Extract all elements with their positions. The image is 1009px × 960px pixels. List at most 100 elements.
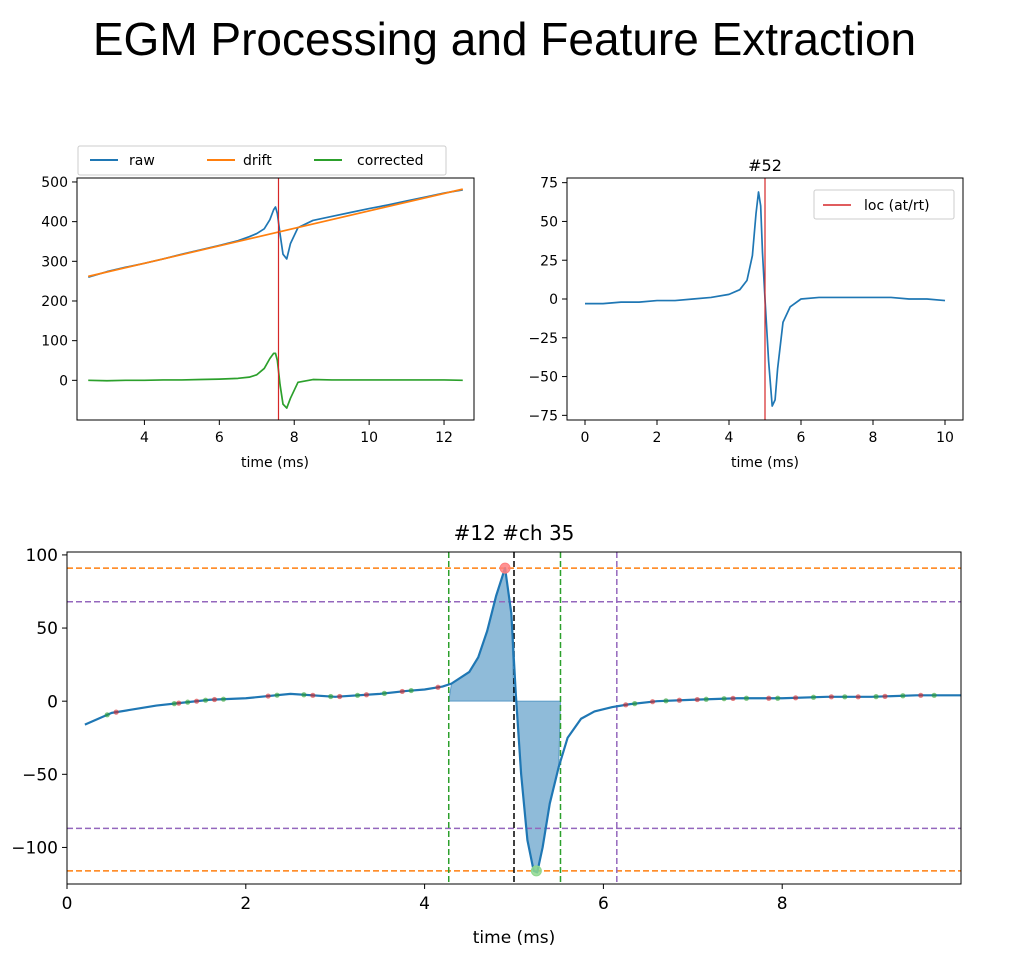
marker-red [337,693,343,700]
x-tick-label: 6 [215,430,224,446]
y-tick: 25 [540,253,567,269]
marker-red [855,694,861,700]
y-tick-label: 0 [59,373,68,389]
y-tick-label: 50 [36,619,58,639]
x-tick-label: 8 [290,430,299,446]
y-tick: 500 [41,175,77,191]
x-tick: 8 [290,420,299,446]
legend-label-raw: raw [129,153,155,169]
extremum-marker [530,865,542,877]
x-tick: 6 [598,884,609,914]
marker-red [649,699,656,705]
chart-title: #12 #ch 35 [454,521,575,545]
marker-green [632,701,638,707]
x-tick: 8 [777,884,788,914]
y-tick-label: 400 [41,215,68,231]
marker-red [793,695,799,701]
marker-green [354,692,361,698]
y-tick-label: −50 [528,370,558,386]
marker-red [676,697,682,703]
y-tick: 400 [41,215,77,231]
marker-red [310,692,316,698]
y-tick-label: 200 [41,294,68,310]
legend: raw drift corrected [77,145,447,176]
x-tick: 12 [435,420,453,446]
marker-green [274,692,280,698]
legend-label-drift: drift [243,153,272,169]
y-tick: 75 [540,176,567,192]
y-tick-label: 50 [540,214,558,230]
x-axis-label: time (ms) [241,455,309,471]
y-tick-label: 300 [41,254,68,270]
marker-green [810,694,817,700]
marker-green [381,690,387,696]
x-tick: 8 [869,420,878,446]
y-tick: 300 [41,254,77,270]
marker-red [882,693,888,699]
x-tick: 4 [140,420,149,446]
plot-frame [66,551,962,885]
x-tick-label: 12 [435,430,453,446]
legend-label-loc: loc (at/rt) [864,198,930,214]
x-tick-label: 6 [797,430,806,446]
y-tick-label: −100 [11,839,58,859]
x-tick-label: 6 [598,894,609,914]
y-tick-label: −75 [528,408,558,424]
x-tick-label: 8 [869,430,878,446]
marker-red [828,694,834,700]
y-tick-label: 100 [26,546,58,566]
marker-red [623,702,629,708]
x-tick-label: 2 [240,894,251,914]
y-tick: 100 [26,546,67,566]
marker-red [918,692,924,698]
y-tick: −25 [528,331,567,347]
chart-drift-correction: 4 6 8 10 12 0 100 200 300 400 500 time (ms) raw dr… [41,145,475,471]
x-tick: 4 [419,884,430,914]
x-tick: 2 [240,884,251,914]
marker-green [743,695,750,701]
x-tick: 10 [936,420,954,446]
x-tick: 0 [62,884,73,914]
x-tick: 10 [360,420,378,446]
x-tick-label: 0 [62,894,73,914]
legend-label-corrected: corrected [357,153,424,169]
y-tick-label: 25 [540,253,558,269]
marker-red [694,696,700,703]
marker-green [721,696,727,702]
extremum-marker [499,562,511,574]
y-tick: −50 [528,370,567,386]
x-tick: 0 [581,420,590,446]
x-tick-label: 2 [653,430,662,446]
marker-red [399,688,405,695]
marker-green [873,694,879,700]
marker-red [211,696,218,703]
marker-green [663,698,669,704]
y-tick: 50 [540,214,567,230]
legend: loc (at/rt) [813,189,955,220]
y-tick-label: −50 [22,765,58,785]
y-tick: 0 [59,373,77,389]
x-tick-label: 8 [777,894,788,914]
x-tick-label: 10 [936,430,954,446]
marker-red [265,693,271,699]
marker-green [220,696,227,702]
x-axis-label: time (ms) [731,455,799,471]
fill-region-positive [448,567,515,702]
x-tick-label: 10 [360,430,378,446]
y-tick-label: 0 [47,692,58,712]
marker-green [703,696,709,702]
y-tick: −50 [22,765,67,785]
marker-green [202,697,209,703]
chart-title: #52 [748,156,782,175]
marker-green [900,693,906,699]
x-tick-label: 0 [581,430,590,446]
x-tick-label: 4 [419,894,430,914]
marker-green [931,692,937,698]
x-tick: 4 [725,420,734,446]
marker-red [176,700,182,706]
x-tick: 2 [653,420,662,446]
x-tick: 6 [797,420,806,446]
series-line-0 [585,191,946,407]
y-tick: 50 [36,619,67,639]
